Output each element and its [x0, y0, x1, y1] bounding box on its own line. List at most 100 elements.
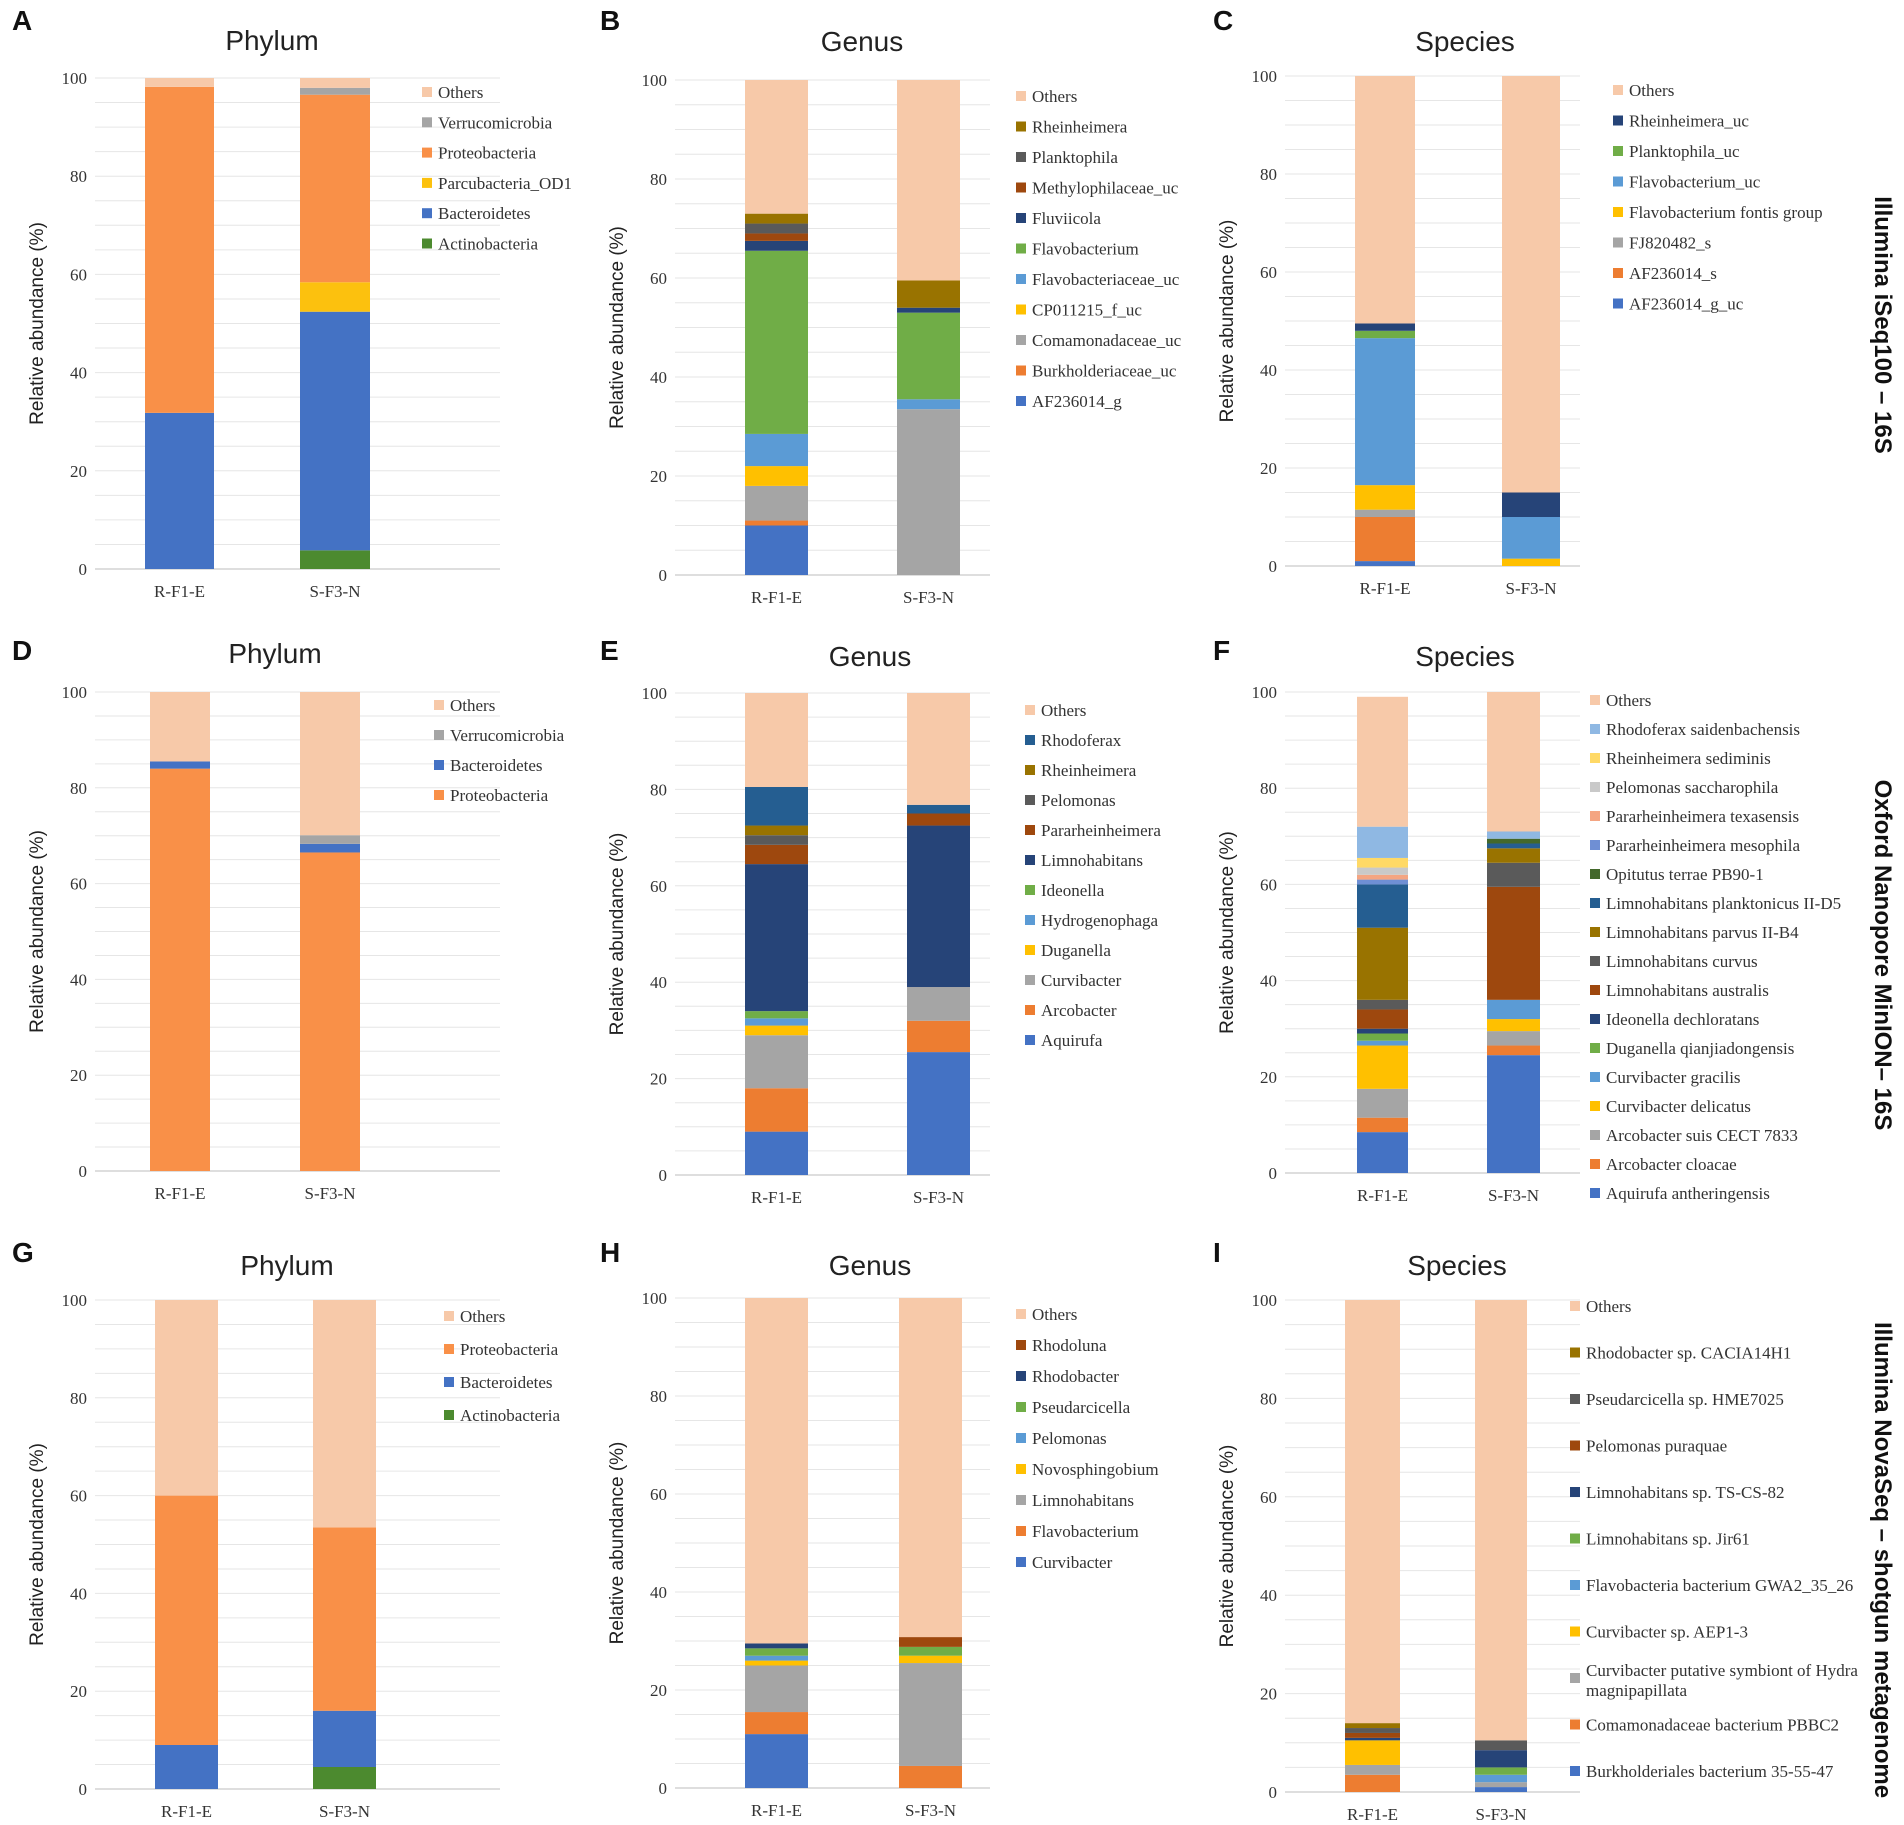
legend-label: Bacteroidetes — [450, 756, 543, 775]
bar-segment — [745, 1655, 808, 1661]
bar-segment — [1487, 838, 1540, 844]
bar-segment — [907, 1020, 970, 1053]
legend-swatch — [422, 87, 432, 97]
legend-label: Comamonadaceae bacterium PBBC2 — [1586, 1716, 1839, 1735]
bar-segment — [745, 250, 808, 434]
bar-segment — [745, 1665, 808, 1713]
bar-segment — [899, 1663, 962, 1766]
legend-label: Actinobacteria — [438, 235, 539, 254]
bar-segment — [745, 466, 808, 486]
legend-label: Ideonella — [1041, 881, 1105, 900]
bar-segment — [300, 692, 360, 836]
legend-swatch — [1016, 396, 1026, 406]
bar-segment — [745, 1088, 808, 1132]
legend-label: Curvibacter — [1041, 971, 1122, 990]
chart-title: Species — [1407, 1250, 1507, 1281]
y-tick-label: 20 — [1260, 1685, 1277, 1704]
legend-label: Planktophila — [1032, 148, 1118, 167]
bar-segment — [745, 1643, 808, 1649]
y-tick-label: 20 — [70, 462, 87, 481]
y-tick-label: 0 — [79, 1162, 88, 1181]
bar-segment — [745, 520, 808, 526]
x-category-label: S-F3-N — [309, 582, 360, 601]
y-tick-label: 20 — [1260, 1068, 1277, 1087]
bar-segment — [150, 768, 210, 1171]
legend-swatch — [1016, 91, 1026, 101]
legend-swatch — [1016, 121, 1026, 132]
bar-segment — [1357, 1028, 1408, 1034]
legend-label: Rheinheimera — [1032, 118, 1128, 137]
bar-segment — [1345, 1728, 1400, 1733]
bar-segment — [1357, 1088, 1408, 1118]
legend-label: Duganella qianjiadongensis — [1606, 1039, 1794, 1058]
bar-segment — [1487, 999, 1540, 1020]
bar-segment — [1357, 1033, 1408, 1041]
legend-label: Others — [1041, 701, 1086, 720]
y-tick-label: 80 — [70, 167, 87, 186]
bar-segment — [1475, 1787, 1527, 1792]
panel-letter: B — [600, 5, 620, 36]
x-category-label: R-F1-E — [751, 1188, 802, 1207]
y-axis-label: Relative abundance (%) — [27, 1443, 48, 1646]
bar-segment — [313, 1710, 376, 1767]
y-tick-label: 0 — [1269, 557, 1278, 576]
bar-segment — [1355, 323, 1415, 331]
legend-label: Pelomonas puraquae — [1586, 1437, 1727, 1456]
bar-segment — [1357, 879, 1408, 885]
legend-label: Hydrogenophaga — [1041, 911, 1159, 930]
legend-swatch — [1016, 1495, 1026, 1505]
bar-segment — [1487, 692, 1540, 832]
bar-segment — [155, 1744, 218, 1789]
y-axis-label: Relative abundance (%) — [607, 833, 628, 1036]
bar-segment — [1355, 485, 1415, 510]
bar-segment — [745, 786, 808, 826]
legend-swatch — [1613, 298, 1623, 309]
bar-segment — [745, 1298, 808, 1644]
legend-swatch — [1613, 237, 1623, 248]
y-tick-label: 0 — [659, 566, 668, 585]
legend-swatch — [1570, 1719, 1580, 1730]
bar-segment — [1475, 1750, 1527, 1768]
bar-segment — [1487, 886, 1540, 1000]
legend-swatch — [1590, 1188, 1600, 1198]
panel-letter: G — [12, 1237, 34, 1268]
legend-swatch — [1590, 1159, 1600, 1169]
bar-segment — [745, 240, 808, 251]
legend-label: AF236014_g — [1032, 392, 1122, 411]
bar-segment — [745, 835, 808, 845]
legend-label: Flavobacterium — [1032, 1522, 1139, 1541]
y-tick-label: 100 — [642, 71, 668, 90]
y-tick-label: 60 — [1260, 263, 1277, 282]
x-category-label: S-F3-N — [1488, 1186, 1539, 1205]
legend-swatch — [434, 760, 444, 770]
bar-segment — [745, 1131, 808, 1175]
legend-swatch — [422, 208, 432, 219]
y-axis-label: Relative abundance (%) — [1217, 831, 1238, 1034]
bar-segment — [1475, 1740, 1527, 1751]
bar-segment — [150, 692, 210, 762]
legend-label: Fluviicola — [1032, 209, 1101, 228]
legend-swatch — [1590, 927, 1600, 937]
bar-segment — [745, 485, 808, 521]
y-tick-label: 40 — [70, 1584, 87, 1603]
legend-swatch — [1570, 1766, 1580, 1776]
legend-label: Comamonadaceae_uc — [1032, 331, 1182, 350]
legend-label: Pseudarcicella — [1032, 1398, 1131, 1417]
row-label: Illumina iSeq100 – 16S — [1869, 196, 1896, 453]
chart-title: Genus — [829, 641, 912, 672]
bar-segment — [745, 223, 808, 234]
legend-swatch — [444, 1344, 454, 1354]
legend-label: Rhodoferax saidenbachensis — [1606, 720, 1800, 739]
bar-segment — [145, 78, 214, 87]
bar-segment — [300, 835, 360, 844]
legend-label: Burkholderiales bacterium 35-55-47 — [1586, 1762, 1834, 1781]
bar-segment — [745, 80, 808, 214]
y-tick-label: 100 — [642, 1289, 668, 1308]
legend-swatch — [1570, 1301, 1580, 1311]
bar-segment — [1357, 1009, 1408, 1029]
panel-F: F Species 0 20 40 60 80 100 Relative abundance (… — [1213, 635, 1841, 1205]
legend-swatch — [1025, 705, 1035, 715]
bar-segment — [899, 1765, 962, 1788]
y-tick-label: 60 — [650, 1485, 667, 1504]
